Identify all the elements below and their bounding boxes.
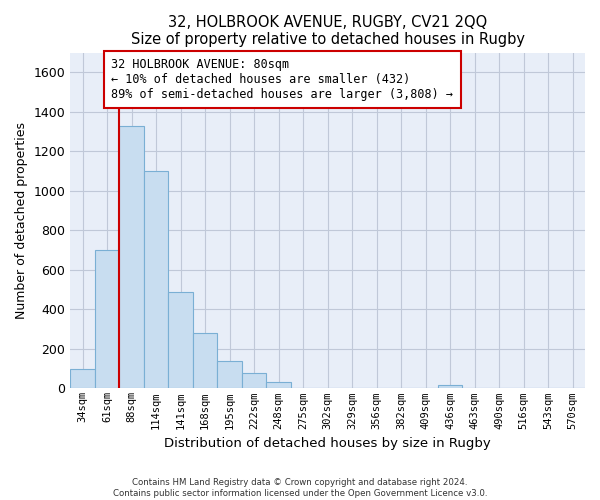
Title: 32, HOLBROOK AVENUE, RUGBY, CV21 2QQ
Size of property relative to detached house: 32, HOLBROOK AVENUE, RUGBY, CV21 2QQ Siz…: [131, 15, 524, 48]
Bar: [217, 360, 242, 388]
Bar: [169, 292, 193, 388]
Bar: [144, 171, 169, 388]
Bar: [95, 250, 119, 388]
Y-axis label: Number of detached properties: Number of detached properties: [15, 122, 28, 319]
Bar: [242, 372, 266, 388]
Bar: [193, 333, 217, 388]
Bar: [70, 368, 95, 388]
Bar: [119, 126, 144, 388]
Bar: [438, 386, 463, 388]
Text: 32 HOLBROOK AVENUE: 80sqm
← 10% of detached houses are smaller (432)
89% of semi: 32 HOLBROOK AVENUE: 80sqm ← 10% of detac…: [112, 58, 454, 101]
Bar: [266, 382, 291, 388]
Text: Contains HM Land Registry data © Crown copyright and database right 2024.
Contai: Contains HM Land Registry data © Crown c…: [113, 478, 487, 498]
X-axis label: Distribution of detached houses by size in Rugby: Distribution of detached houses by size …: [164, 437, 491, 450]
